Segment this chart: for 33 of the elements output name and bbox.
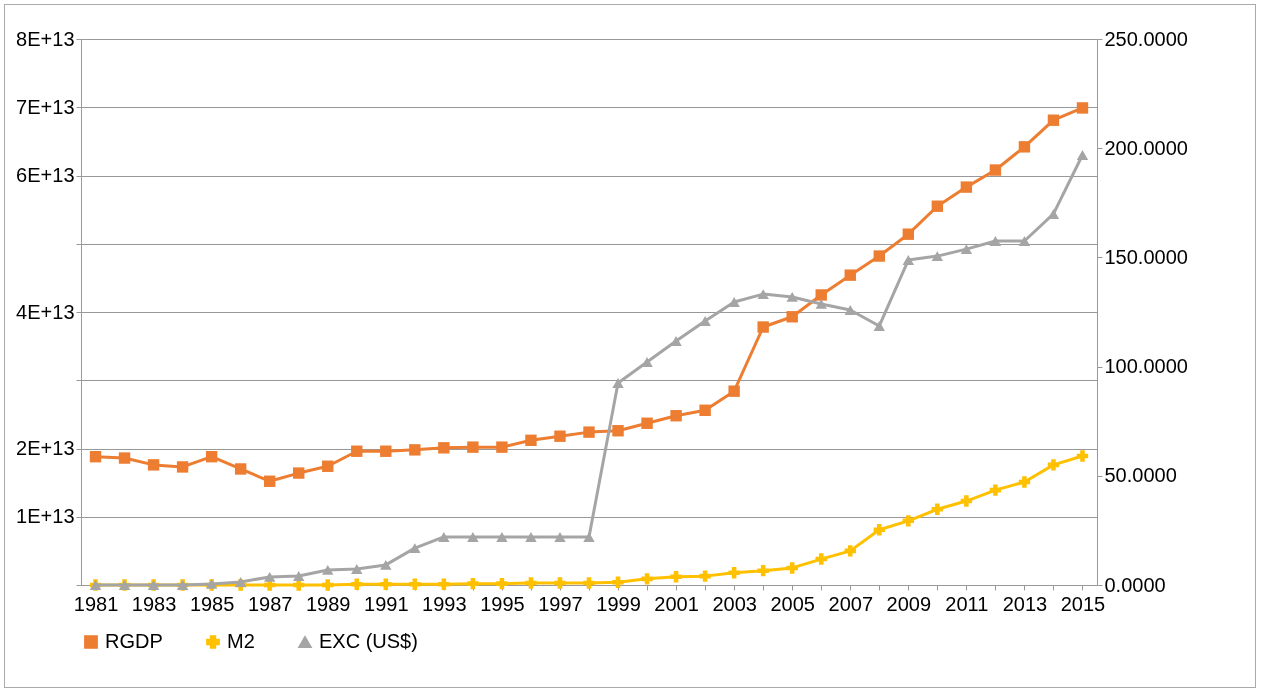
legend-label: RGDP <box>105 630 163 652</box>
x-tick-label: 1989 <box>305 592 351 615</box>
y-tick-label: 6E+13 <box>16 164 75 186</box>
x-tick-label: 1985 <box>189 592 235 615</box>
y-tick-label: 4E+13 <box>16 300 75 323</box>
y-tick-label: 7E+13 <box>16 95 75 118</box>
x-tick-label: 1983 <box>131 592 177 615</box>
x-tick-label: 2001 <box>654 592 699 615</box>
x-tick-label: 1981 <box>73 592 119 615</box>
x-tick-label: 2003 <box>712 592 757 615</box>
x-tick-label: 2005 <box>770 592 815 615</box>
x-tick-label: 2007 <box>828 592 874 615</box>
x-tick-label: 2009 <box>886 592 932 615</box>
legend-label: EXC (US$) <box>319 630 418 652</box>
y2-tick-label: 200.0000 <box>1104 136 1188 159</box>
y2-tick-label: 100.0000 <box>1104 355 1188 378</box>
y-tick-label: 8E+13 <box>16 27 75 50</box>
x-tick-label: 1993 <box>422 592 467 615</box>
y2-tick-label: 0.0000 <box>1104 573 1166 596</box>
x-tick-label: 1995 <box>480 592 525 615</box>
x-tick-label: 2011 <box>945 592 989 615</box>
y2-tick-label: 50.0000 <box>1104 464 1177 487</box>
x-tick-label: 1987 <box>247 592 293 615</box>
y2-tick-label: 250.0000 <box>1104 27 1188 50</box>
x-tick-label: 2013 <box>1002 592 1048 615</box>
y-tick-label: 2E+13 <box>16 437 75 459</box>
x-tick-label: 1997 <box>538 592 583 615</box>
x-tick-label: 1999 <box>596 592 641 615</box>
x-tick-label: 2015 <box>1060 592 1106 615</box>
y-tick-label: 1E+13 <box>16 505 75 528</box>
y2-tick-label: 150.0000 <box>1104 245 1188 268</box>
x-tick-label: 1991 <box>364 592 409 615</box>
legend-label: M2 <box>227 630 255 652</box>
